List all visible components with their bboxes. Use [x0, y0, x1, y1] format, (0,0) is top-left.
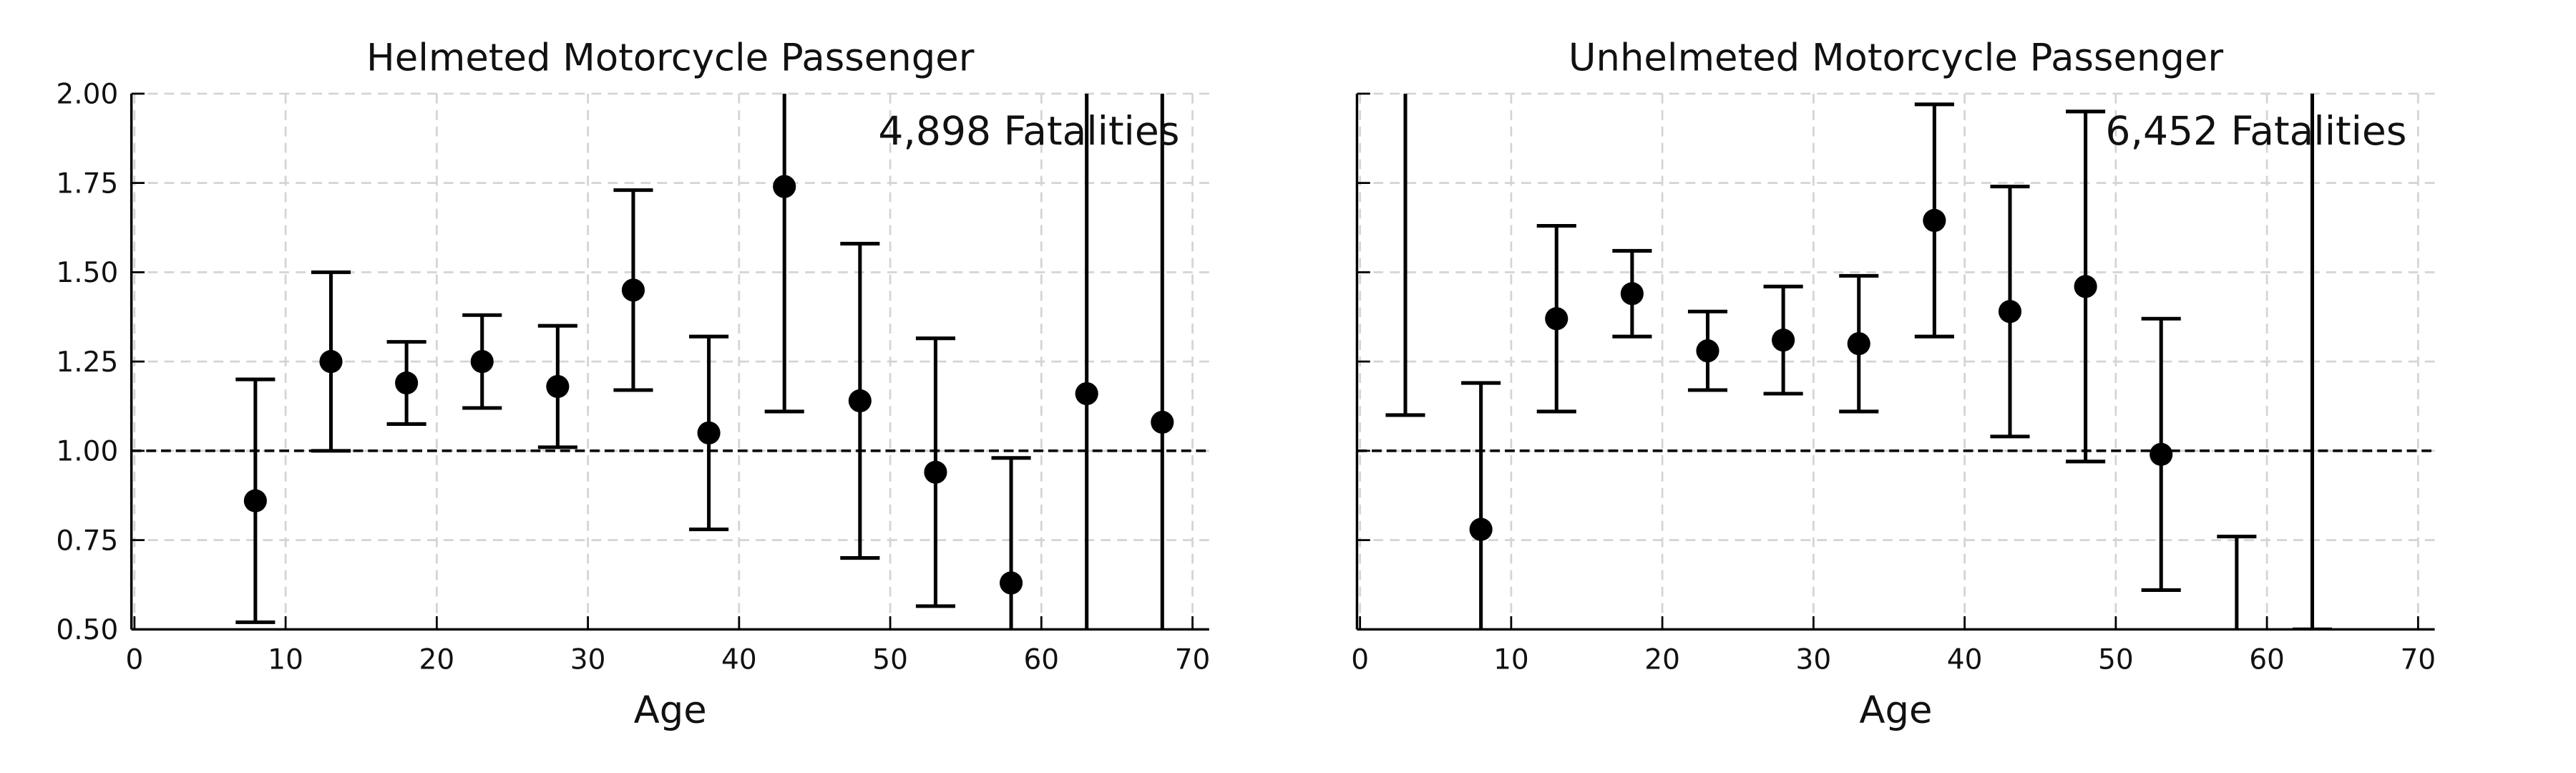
- x-tick-label: 10: [1493, 643, 1529, 676]
- x-tick-label: 30: [570, 643, 606, 676]
- x-tick-label: 70: [2400, 643, 2436, 676]
- x-axis-label: Age: [634, 689, 707, 732]
- point: [1847, 332, 1870, 356]
- point: [1075, 381, 1098, 406]
- point: [924, 460, 947, 484]
- point: [319, 350, 343, 374]
- point: [1000, 571, 1023, 595]
- point: [621, 278, 645, 302]
- y-tick-label: 0.50: [56, 614, 118, 646]
- point: [2225, 689, 2248, 712]
- y-tick-label: 0.75: [56, 525, 118, 557]
- y-tick-label: 1.75: [56, 167, 118, 200]
- point: [470, 350, 494, 374]
- annotation: 6,452 Fatalities: [2105, 108, 2406, 154]
- x-tick-label: 0: [125, 643, 143, 676]
- x-tick-label: 60: [1023, 643, 1059, 676]
- chart-title: Unhelmeted Motorcycle Passenger: [1568, 37, 2224, 80]
- point: [697, 421, 721, 444]
- point: [1620, 282, 1644, 306]
- x-tick-label: 0: [1351, 643, 1369, 676]
- annotation: 4,898 Fatalities: [878, 108, 1179, 154]
- y-tick-label: 1.25: [56, 346, 118, 379]
- x-tick-label: 20: [419, 643, 455, 676]
- x-tick-label: 40: [1947, 643, 1983, 676]
- x-tick-label: 60: [2249, 643, 2285, 676]
- x-axis-label: Age: [1859, 689, 1932, 732]
- x-tick-label: 50: [2098, 643, 2134, 676]
- point: [2074, 275, 2097, 298]
- x-tick-label: 30: [1796, 643, 1832, 676]
- plot-area: [1385, 93, 2332, 712]
- point: [1151, 410, 1174, 434]
- chart-title: Helmeted Motorcycle Passenger: [366, 37, 975, 80]
- point: [243, 489, 267, 512]
- point: [1696, 339, 1719, 363]
- y-tick-label: 1.00: [56, 436, 118, 468]
- point: [1772, 329, 1795, 352]
- point: [1923, 208, 1946, 233]
- point: [1998, 300, 2022, 324]
- point: [773, 175, 796, 198]
- x-tick-label: 10: [268, 643, 303, 676]
- point: [848, 389, 872, 413]
- point: [395, 371, 419, 395]
- point: [2150, 442, 2173, 466]
- x-tick-label: 20: [1644, 643, 1680, 676]
- plot-area: [235, 93, 1174, 630]
- x-tick-label: 50: [872, 643, 908, 676]
- x-tick-label: 40: [721, 643, 757, 676]
- y-tick-label: 1.50: [56, 257, 118, 289]
- point: [1469, 517, 1493, 541]
- point: [546, 374, 570, 399]
- point: [1545, 307, 1568, 331]
- x-tick-label: 70: [1175, 643, 1211, 676]
- y-tick-label: 2.00: [56, 79, 118, 111]
